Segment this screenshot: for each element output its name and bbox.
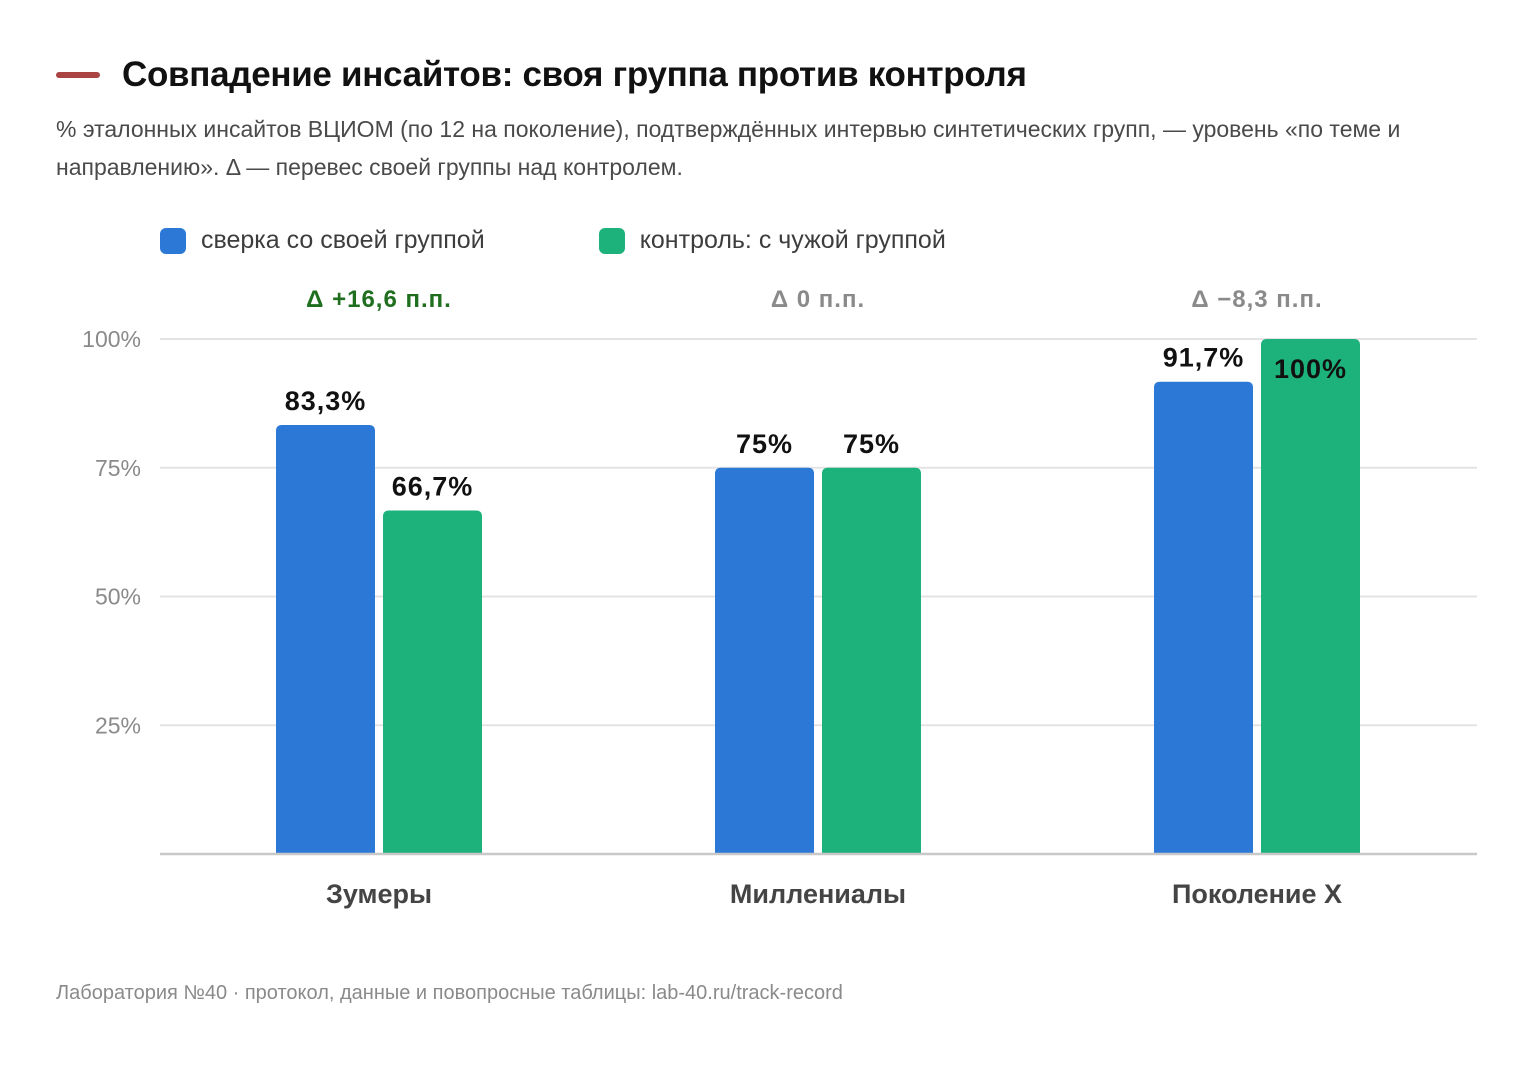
bar-own-group [1154, 381, 1253, 854]
y-tick-label: 25% [95, 712, 141, 738]
legend-swatch-control [598, 227, 625, 254]
x-category-label: Миллениалы [730, 879, 906, 909]
y-tick-label: 50% [95, 584, 141, 610]
bar-value-label: 91,7% [1163, 343, 1245, 373]
bar-control [383, 510, 482, 854]
legend-item-own-group: сверка со своей группой [160, 226, 485, 255]
chart-subtitle: % эталонных инсайтов ВЦИОМ (по 12 на пок… [56, 116, 1401, 180]
bar-own-group [276, 425, 375, 854]
chart-legend: сверка со своей группой контроль: с чужо… [160, 226, 1060, 255]
footer-source: Лаборатория №40 · протокол, данные и пов… [56, 982, 843, 1004]
legend-label-own-group: сверка со своей группой [201, 226, 485, 254]
bar-control [1261, 339, 1360, 854]
bar-value-label: 75% [843, 429, 900, 459]
legend-swatch-own-group [160, 227, 186, 254]
bar-value-label: 75% [736, 429, 793, 459]
delta-label: Δ 0 п.п. [771, 286, 865, 313]
delta-label: Δ +16,6 п.п. [306, 286, 452, 313]
title-accent-bar [56, 72, 100, 78]
bar-control [822, 467, 921, 854]
bar-value-label: 83,3% [285, 386, 367, 416]
bar-value-label: 100% [1274, 354, 1347, 384]
legend-item-control: контроль: с чужой группой [598, 226, 946, 255]
y-tick-label: 75% [95, 455, 141, 481]
title-row: Совпадение инсайтов: своя группа против … [56, 50, 1027, 100]
delta-label: Δ −8,3 п.п. [1191, 286, 1322, 313]
y-tick-label: 100% [82, 326, 141, 352]
legend-label-control: контроль: с чужой группой [639, 226, 946, 254]
x-category-label: Зумеры [326, 879, 432, 909]
bar-value-label: 66,7% [392, 471, 474, 501]
chart-title: Совпадение инсайтов: своя группа против … [122, 55, 1027, 94]
x-category-label: Поколение X [1172, 879, 1342, 909]
bar-own-group [715, 467, 814, 854]
